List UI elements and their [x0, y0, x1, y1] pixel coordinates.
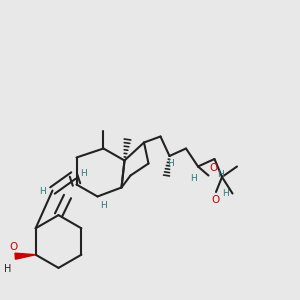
Text: O: O	[209, 163, 217, 173]
Text: H: H	[223, 189, 230, 198]
Text: H: H	[39, 188, 46, 196]
Text: H: H	[190, 174, 197, 183]
Text: O: O	[10, 242, 18, 252]
Text: H: H	[80, 169, 86, 178]
Polygon shape	[15, 253, 36, 259]
Text: O: O	[211, 195, 219, 205]
Text: H: H	[4, 264, 12, 274]
Text: H: H	[218, 170, 224, 179]
Text: H: H	[168, 159, 174, 168]
Text: H: H	[100, 201, 107, 210]
